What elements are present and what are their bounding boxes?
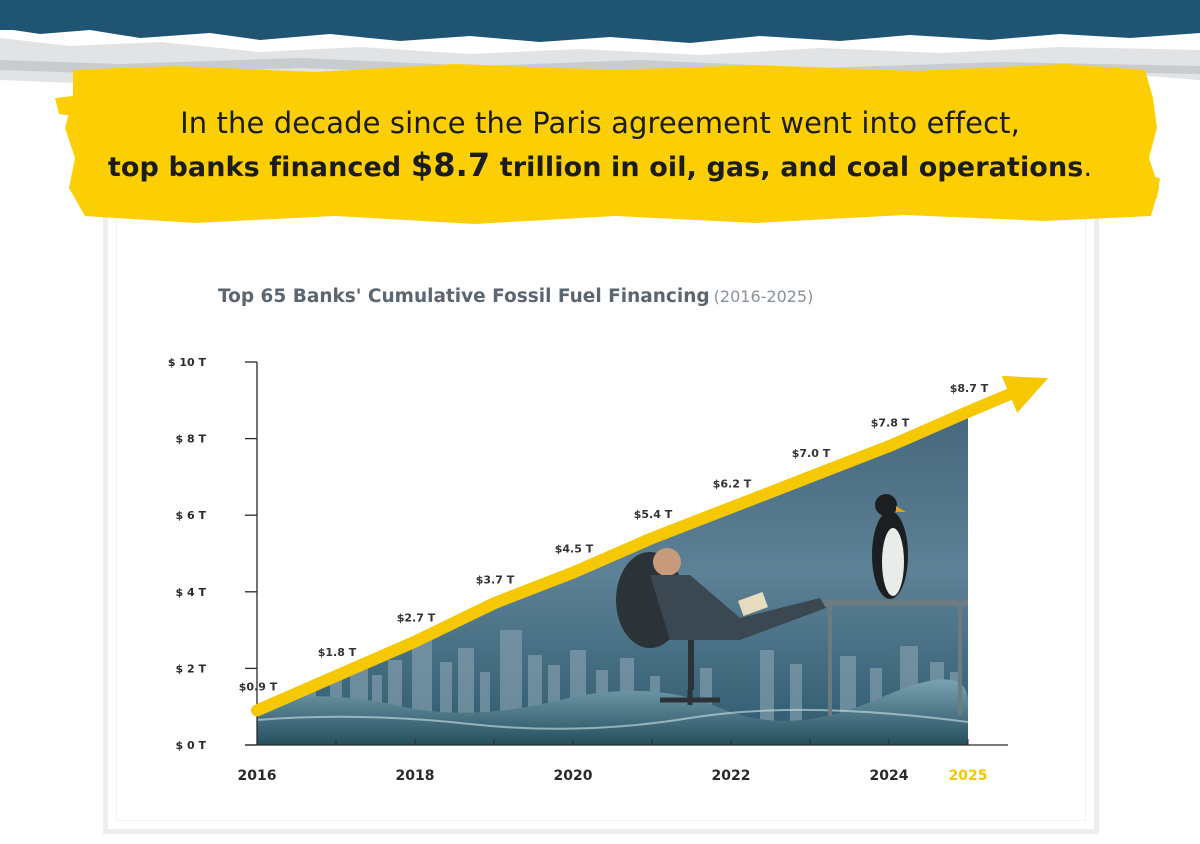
headline-amount: $8.7 <box>410 146 491 184</box>
headline-bold-pre: top banks financed <box>107 152 411 183</box>
data-label: $1.8 T <box>318 646 357 659</box>
x-tick-label: 2018 <box>396 768 435 784</box>
data-label: $2.7 T <box>397 612 436 625</box>
arrow-head <box>1001 375 1049 413</box>
data-point <box>411 637 419 646</box>
x-tick-label: 2024 <box>870 768 909 784</box>
chart-labels: $0.9 T $1.8 T $2.7 T $3.7 T $4.5 T $5.4 T $6.2… <box>239 382 989 694</box>
headline-banner <box>55 64 1160 224</box>
scene-chair-post <box>688 630 694 690</box>
chart-title: Top 65 Banks' Cumulative Fossil Fuel Fin… <box>218 286 813 307</box>
data-point <box>253 706 261 715</box>
headline-bold-post: trillion in oil, gas, and coal operation… <box>490 152 1084 183</box>
data-label: $7.8 T <box>871 416 910 429</box>
headline-line-2: top banks financed $8.7 trillion in oil,… <box>0 146 1200 184</box>
data-label: $7.0 T <box>792 447 831 460</box>
data-label: $0.9 T <box>239 681 278 694</box>
data-point <box>727 503 735 512</box>
y-tick-label: $ 0 T <box>176 739 207 752</box>
scene-man-body <box>650 575 826 640</box>
chart-axes: $ 0 T $ 2 T $ 4 T $ 6 T $ 8 T $ 10 T 2016 2018 2… <box>168 356 1008 784</box>
chart-title-text: Top 65 Banks' Cumulative Fossil Fuel Fin… <box>218 286 710 307</box>
scene-desk-leg <box>958 606 962 716</box>
growth-arrow <box>251 375 1049 717</box>
data-label: $5.4 T <box>634 508 673 521</box>
data-label: $6.2 T <box>713 478 752 491</box>
data-label: $4.5 T <box>555 543 594 556</box>
scene-penguin-head <box>875 494 897 516</box>
scene-man-head <box>653 548 681 576</box>
headline-period: . <box>1083 152 1093 183</box>
scene-wave <box>257 708 968 730</box>
data-point <box>332 672 340 681</box>
scene-desk-top <box>818 600 968 606</box>
data-label: $3.7 T <box>476 573 515 586</box>
data-point <box>964 407 972 416</box>
headline-line-1: In the decade since the Paris agreement … <box>180 106 1020 140</box>
scene-sea <box>257 679 968 745</box>
y-tick-label: $ 4 T <box>176 586 207 599</box>
x-tick-label: 2025 <box>949 768 988 784</box>
x-tick-label: 2020 <box>554 768 593 784</box>
data-point <box>490 599 498 608</box>
data-point <box>806 472 814 481</box>
chart-subtitle: (2016-2025) <box>713 287 814 306</box>
x-tick-label: 2022 <box>712 768 751 784</box>
scene-building <box>480 672 490 745</box>
data-point <box>885 442 893 451</box>
data-point <box>569 568 577 577</box>
scene-chair-base <box>660 690 720 705</box>
y-tick-label: $ 2 T <box>176 662 207 675</box>
x-tick-label: 2016 <box>238 768 277 784</box>
y-tick-label: $ 6 T <box>176 509 207 522</box>
scene-desk-leg <box>828 606 832 716</box>
y-tick-label: $ 10 T <box>168 356 207 369</box>
data-label: $8.7 T <box>950 382 989 395</box>
y-tick-label: $ 8 T <box>176 433 207 446</box>
data-point <box>648 534 656 543</box>
scene-penguin-beak <box>896 506 906 512</box>
scene-book <box>738 592 768 616</box>
scene-penguin-belly <box>882 528 904 596</box>
